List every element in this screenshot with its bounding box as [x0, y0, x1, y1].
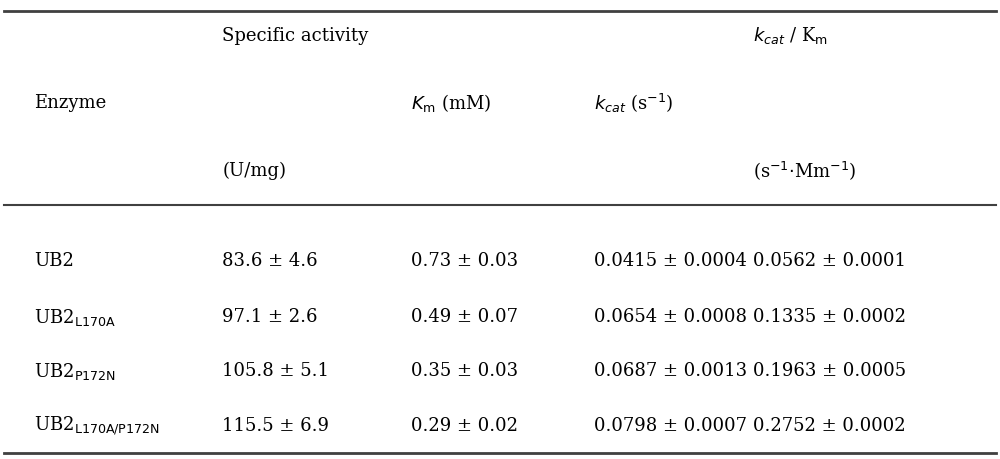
Text: UB2$_{\mathrm{L170A/ P172N}}$: UB2$_{\mathrm{L170A/ P172N}}$ [34, 414, 160, 437]
Text: 115.5 ± 6.9: 115.5 ± 6.9 [222, 416, 329, 435]
Text: 0.49 ± 0.07: 0.49 ± 0.07 [411, 308, 518, 326]
Text: $k_{cat}$ (s$^{-1}$): $k_{cat}$ (s$^{-1}$) [594, 92, 674, 115]
Text: UB2$_{\mathrm{P172N}}$: UB2$_{\mathrm{P172N}}$ [34, 361, 116, 382]
Text: UB2: UB2 [34, 252, 74, 270]
Text: Specific activity: Specific activity [222, 27, 369, 45]
Text: 0.0687 ± 0.0013: 0.0687 ± 0.0013 [594, 363, 747, 381]
Text: Enzyme: Enzyme [34, 94, 106, 112]
Text: 0.0415 ± 0.0004: 0.0415 ± 0.0004 [594, 252, 747, 270]
Text: 0.0654 ± 0.0008: 0.0654 ± 0.0008 [594, 308, 747, 326]
Text: $k_{cat}$ / K$_{\mathrm{m}}$: $k_{cat}$ / K$_{\mathrm{m}}$ [753, 25, 828, 46]
Text: $K_{\mathrm{m}}$ (mM): $K_{\mathrm{m}}$ (mM) [411, 92, 491, 114]
Text: 0.2752 ± 0.0002: 0.2752 ± 0.0002 [753, 416, 906, 435]
Text: 0.0798 ± 0.0007: 0.0798 ± 0.0007 [594, 416, 747, 435]
Text: 97.1 ± 2.6: 97.1 ± 2.6 [222, 308, 318, 326]
Text: 0.1963 ± 0.0005: 0.1963 ± 0.0005 [753, 363, 906, 381]
Text: UB2$_{\mathrm{L170A}}$: UB2$_{\mathrm{L170A}}$ [34, 307, 116, 328]
Text: 0.73 ± 0.03: 0.73 ± 0.03 [411, 252, 518, 270]
Text: 83.6 ± 4.6: 83.6 ± 4.6 [222, 252, 318, 270]
Text: 0.29 ± 0.02: 0.29 ± 0.02 [411, 416, 518, 435]
Text: 0.35 ± 0.03: 0.35 ± 0.03 [411, 363, 518, 381]
Text: (U/mg): (U/mg) [222, 162, 286, 180]
Text: 0.0562 ± 0.0001: 0.0562 ± 0.0001 [753, 252, 906, 270]
Text: 105.8 ± 5.1: 105.8 ± 5.1 [222, 363, 329, 381]
Text: (s$^{-1}$$\cdot$Mm$^{-1}$): (s$^{-1}$$\cdot$Mm$^{-1}$) [753, 159, 856, 182]
Text: 0.1335 ± 0.0002: 0.1335 ± 0.0002 [753, 308, 906, 326]
